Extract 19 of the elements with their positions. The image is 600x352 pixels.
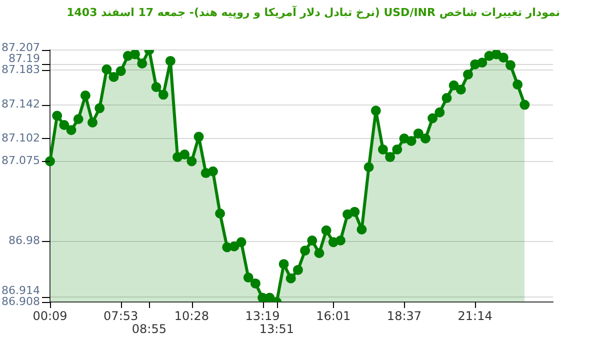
y-tick-label: 87.102 [2,131,40,144]
x-tick-label: 18:37 [386,309,422,324]
x-tick-label: 00:09 [32,309,68,324]
x-tick-label: 21:14 [458,309,492,324]
y-tick-label: 87.207 [2,41,40,54]
chart-title: نمودار تغییرات شاخص USD/INR (نرخ تبادل دلار آمریکا و روپیه هند)- جمعه 17 اسفند 1403 [66,6,560,19]
y-tick-label: 87.19 [8,52,40,66]
x-tick-label: 08:55 [132,322,166,336]
y-tick-label: 87.142 [2,98,40,111]
x-tick-label: 07:53 [104,309,138,324]
y-tick-label: 86.98 [8,234,40,248]
y-tick-label: 86.914 [2,284,40,297]
y-tick-label: 86.908 [2,294,40,308]
y-tick-label: 87.075 [2,154,40,168]
y-tick-label: 87.183 [2,63,40,76]
x-tick-label: 16:01 [316,309,351,324]
x-tick-label: 13:51 [259,322,294,336]
x-tick-label: 10:28 [174,309,209,324]
x-tick-label: 13:19 [245,309,280,324]
